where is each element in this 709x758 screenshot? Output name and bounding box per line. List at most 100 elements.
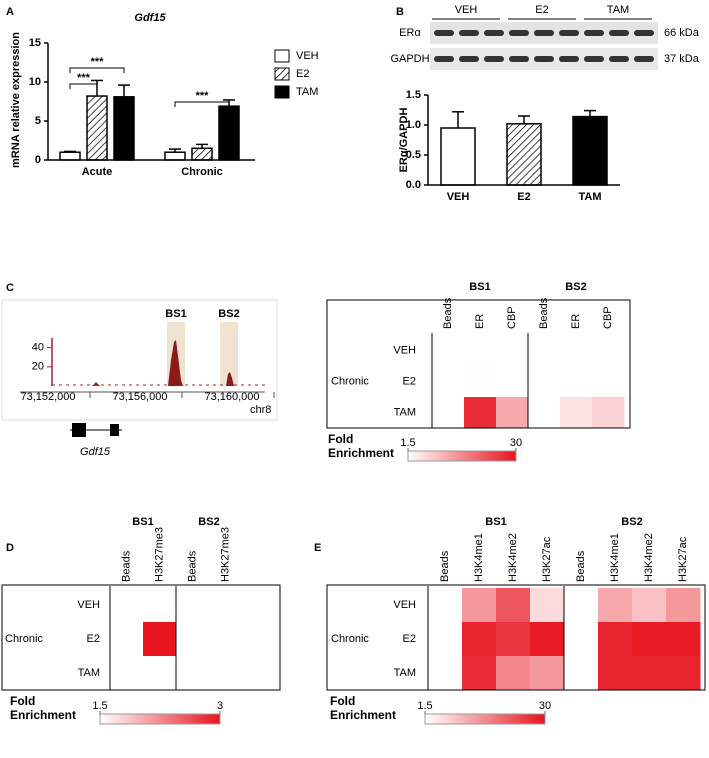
x-tick-label: E2	[517, 191, 530, 203]
panel-label: C	[6, 282, 14, 294]
heatmap-cell	[496, 656, 531, 691]
row-label: TAM	[394, 406, 416, 418]
heatmap-cell	[110, 656, 144, 691]
row-label: E2	[403, 633, 416, 645]
colorbar-tick-label: 1.5	[417, 700, 432, 712]
column-label: H3K27me3	[219, 527, 231, 582]
column-label: CBP	[506, 306, 518, 329]
blot-band	[584, 30, 604, 36]
column-label: H3K27ac	[541, 536, 553, 582]
heatmap-cell	[592, 366, 625, 398]
blot-group-label: E2	[535, 4, 548, 16]
row-group-label: Chronic	[331, 375, 369, 387]
blot-group-label: TAM	[607, 4, 629, 16]
heatmap-cell	[666, 622, 701, 657]
heatmap-cell	[528, 397, 561, 429]
row-label: VEH	[393, 344, 416, 356]
heatmap-cell	[143, 656, 177, 691]
y-tick-label: 0	[35, 154, 41, 166]
colorbar-tick-label: 30	[510, 437, 522, 449]
heatmap-cell	[209, 622, 243, 657]
colorbar-tick-label: 1.5	[400, 437, 415, 449]
x-tick-label: VEH	[447, 191, 470, 203]
row-group-label: Chronic	[5, 633, 43, 645]
bar	[572, 115, 608, 186]
blot-band	[609, 56, 629, 62]
bar	[86, 95, 108, 161]
group-label: BS1	[485, 516, 506, 528]
heatmap-cell	[564, 622, 599, 657]
heatmap-cell	[432, 335, 465, 367]
blot-band	[634, 56, 654, 62]
heatmap-cell	[528, 366, 561, 398]
heatmap-cell	[632, 588, 667, 623]
y-tick-label: 10	[29, 76, 41, 88]
heatmap-cell	[464, 397, 497, 429]
blot-band	[559, 30, 579, 36]
colorbar-title: Fold Enrichment	[328, 432, 395, 460]
significance-label: ***	[91, 56, 105, 68]
y-tick-label: 0.0	[406, 179, 421, 191]
heatmap-cell	[110, 622, 144, 657]
blot-band	[509, 30, 529, 36]
group-label: BS1	[132, 516, 153, 528]
heatmap-cell	[432, 397, 465, 429]
x-tick-label: Acute	[82, 166, 113, 178]
heatmap-cell	[464, 335, 497, 367]
column-label: H3K4me1	[609, 533, 621, 582]
column-label: Beads	[575, 550, 587, 582]
group-label: BS1	[469, 281, 490, 293]
heatmap-cell	[428, 588, 463, 623]
blot-size-label: 37 kDa	[664, 53, 700, 65]
heatmap-cell	[560, 397, 593, 429]
blot-band	[434, 56, 454, 62]
colorbar-title: Fold Enrichment	[10, 694, 77, 722]
heatmap-cell	[110, 588, 144, 623]
heatmap-cell	[530, 656, 565, 691]
y-tick-label: 1.0	[406, 119, 421, 131]
heatmap-cell	[632, 622, 667, 657]
column-label: Beads	[120, 550, 132, 582]
heatmap-cell	[496, 335, 529, 367]
heatmap-cell	[143, 588, 177, 623]
region-label: BS2	[218, 308, 239, 320]
heatmap-cell	[432, 366, 465, 398]
gene-label: Gdf15	[80, 446, 111, 458]
significance-label: ***	[77, 72, 91, 84]
heatmap-cell	[666, 656, 701, 691]
colorbar-tick-label: 30	[539, 700, 551, 712]
bar	[164, 151, 186, 161]
column-label: H3K27ac	[677, 536, 689, 582]
blot-band	[509, 56, 529, 62]
group-label: BS2	[198, 516, 219, 528]
bar	[440, 127, 476, 186]
column-label: H3K4me2	[643, 533, 655, 582]
bar	[113, 96, 135, 161]
legend-swatch	[274, 85, 290, 99]
heatmap-cell	[176, 656, 210, 691]
track-position: 73,160,000	[204, 391, 259, 403]
blot-row-label: GAPDH	[390, 53, 429, 65]
heatmap-cell	[496, 366, 529, 398]
significance-bracket	[69, 67, 125, 73]
colorbar-title: Fold Enrichment	[330, 694, 397, 722]
heatmap-cell	[462, 656, 497, 691]
bar	[218, 105, 240, 161]
heatmap-cell	[209, 588, 243, 623]
heatmap-cell	[666, 588, 701, 623]
genome-track	[1, 299, 278, 437]
heatmap-cell	[176, 622, 210, 657]
blot	[430, 22, 658, 70]
chart-title: Gdf15	[134, 12, 166, 24]
heatmap-cell	[530, 588, 565, 623]
row-label: E2	[87, 633, 100, 645]
track-position: 73,156,000	[112, 391, 167, 403]
colorbar-tick-label: 1.5	[92, 700, 107, 712]
legend-label: E2	[296, 68, 309, 80]
panel-label: A	[6, 6, 14, 18]
y-axis-label: ERα/GAPDH	[398, 108, 410, 173]
colorbar	[407, 450, 517, 462]
column-label: H3K4me2	[507, 533, 519, 582]
legend-swatch	[274, 49, 290, 63]
